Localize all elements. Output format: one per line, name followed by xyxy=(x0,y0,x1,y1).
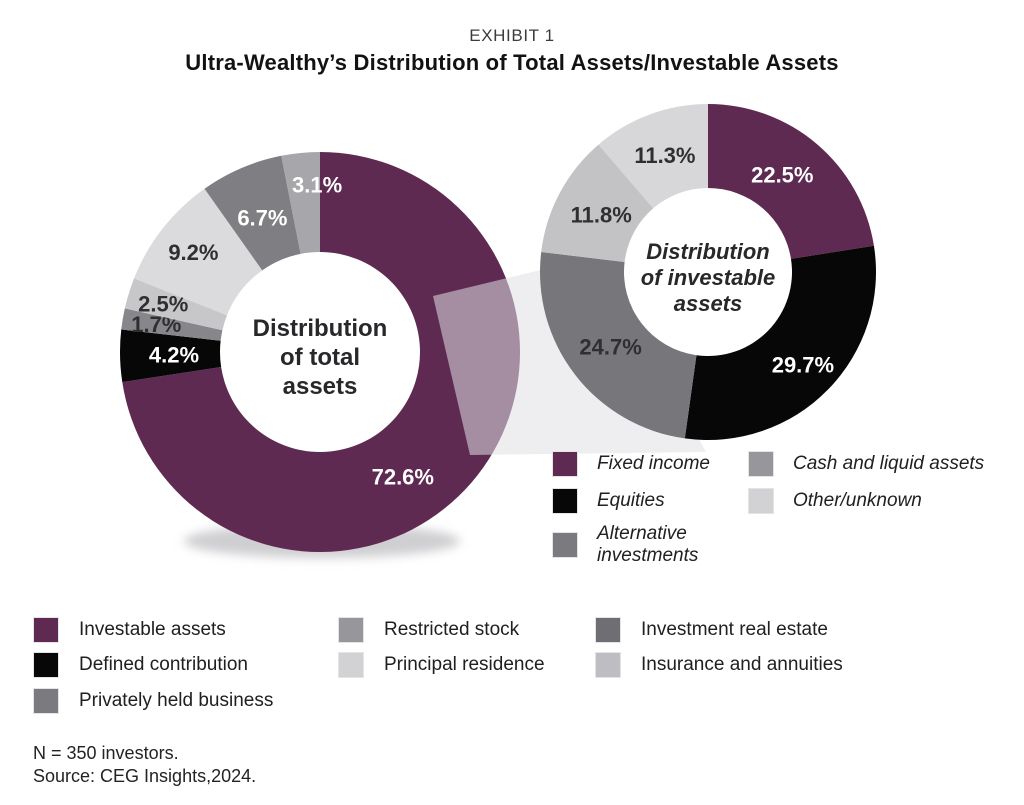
donut-total-assets: 72.6%4.2%1.7%2.5%9.2%6.7%3.1% xyxy=(120,152,520,553)
legend-swatch-defined-contribution xyxy=(33,652,59,678)
segment-value-label: 72.6% xyxy=(372,465,434,490)
page-title: Ultra-Wealthy’s Distribution of Total As… xyxy=(185,50,839,75)
donut-segment-insurance-and-annuities xyxy=(281,152,320,254)
legend-swatch-privately-held-business xyxy=(33,688,59,714)
legend-item-investment-real-estate: Investment real estate xyxy=(595,617,828,643)
donut-segment-privately-held-business xyxy=(121,308,223,341)
center-line: assets xyxy=(282,373,358,400)
segment-value-label: 3.1% xyxy=(292,173,342,198)
legend-item-investable-assets: Investable assets xyxy=(33,617,226,643)
legend-item-alternative-investments: Alternative investments xyxy=(552,523,737,567)
legend-label: Defined contribution xyxy=(79,654,248,675)
donut-investable-assets: 22.5% 29.7% 24.7% 11.8% 11.3% xyxy=(540,104,876,441)
donut-segment-cash-and-liquid-assets xyxy=(541,144,654,262)
segment-value-label: 11.3% xyxy=(634,143,695,168)
legend-label: Privately held business xyxy=(79,690,274,711)
donut-segment-equities xyxy=(684,245,876,441)
segment-value-label: 11.8% xyxy=(571,203,632,228)
legend-swatch-investment-real-estate xyxy=(595,617,621,643)
legend-swatch-other-unknown xyxy=(748,488,774,514)
legend-swatch-alternative-investments xyxy=(552,532,578,558)
legend-swatch-principal-residence xyxy=(338,652,364,678)
center-line: of investable xyxy=(640,265,776,290)
legend-item-principal-residence: Principal residence xyxy=(338,652,545,678)
donut-segment-restricted-stock xyxy=(124,278,228,331)
legend-label: Insurance and annuities xyxy=(641,654,843,675)
legend-item-insurance-and-annuities: Insurance and annuities xyxy=(595,652,843,678)
legend-swatch-cash-and-liquid-assets xyxy=(748,451,774,477)
legend-item-restricted-stock: Restricted stock xyxy=(338,617,519,643)
segment-value-label: 9.2% xyxy=(168,240,218,265)
donut-segment-alternative-investments xyxy=(540,251,697,439)
legend-swatch-restricted-stock xyxy=(338,617,364,643)
legend-item-fixed-income: Fixed income xyxy=(552,451,710,477)
legend-item-privately-held-business: Privately held business xyxy=(33,688,273,714)
legend-swatch-fixed-income xyxy=(552,451,578,477)
sample-size-note: N = 350 investors. xyxy=(33,743,179,763)
legend-label: Principal residence xyxy=(384,654,545,675)
donut-segment-fixed-income xyxy=(708,104,874,259)
legend-label: Other/unknown xyxy=(793,490,922,511)
segment-value-label: 22.5% xyxy=(751,163,813,188)
legend-swatch-insurance-and-annuities xyxy=(595,652,621,678)
donut-segment-other-unknown xyxy=(598,104,708,209)
legend-label: Cash and liquid assets xyxy=(793,453,985,474)
legend-label: Fixed income xyxy=(597,453,710,474)
segment-value-label: 29.7% xyxy=(772,353,834,378)
right-donut-center-title: Distribution of investable assets xyxy=(608,239,808,317)
donut-segment-defined-contribution xyxy=(120,329,222,383)
donut-segment-investment-real-estate xyxy=(204,155,301,271)
legend-swatch-investable-assets xyxy=(33,617,59,643)
center-line: Distribution xyxy=(252,315,388,342)
donut-segment-investable-assets xyxy=(122,152,520,553)
segment-value-label: 6.7% xyxy=(237,205,287,230)
left-donut-center-title: Distribution of total assets xyxy=(220,314,420,401)
legend-label: Investable assets xyxy=(79,619,226,640)
legend-item-cash-and-liquid-assets: Cash and liquid assets xyxy=(748,451,984,477)
segment-value-label: 4.2% xyxy=(149,342,199,367)
legend-swatch-equities xyxy=(552,488,578,514)
center-line: assets xyxy=(673,291,743,316)
exhibit-number: EXHIBIT 1 xyxy=(469,26,555,45)
legend-label: Alternative investments xyxy=(597,523,699,566)
center-line: of total xyxy=(280,344,360,371)
legend-item-defined-contribution: Defined contribution xyxy=(33,652,248,678)
segment-value-label: 24.7% xyxy=(579,335,641,360)
center-line: Distribution xyxy=(646,239,770,264)
legend-label: Investment real estate xyxy=(641,619,828,640)
legend-item-other-unknown: Other/unknown xyxy=(748,488,922,514)
source-note: Source: CEG Insights,2024. xyxy=(33,766,257,786)
donut-segment-principal-residence xyxy=(134,188,263,316)
legend-label: Restricted stock xyxy=(384,619,520,640)
legend-label: Equities xyxy=(597,490,665,511)
legend-item-equities: Equities xyxy=(552,488,665,514)
